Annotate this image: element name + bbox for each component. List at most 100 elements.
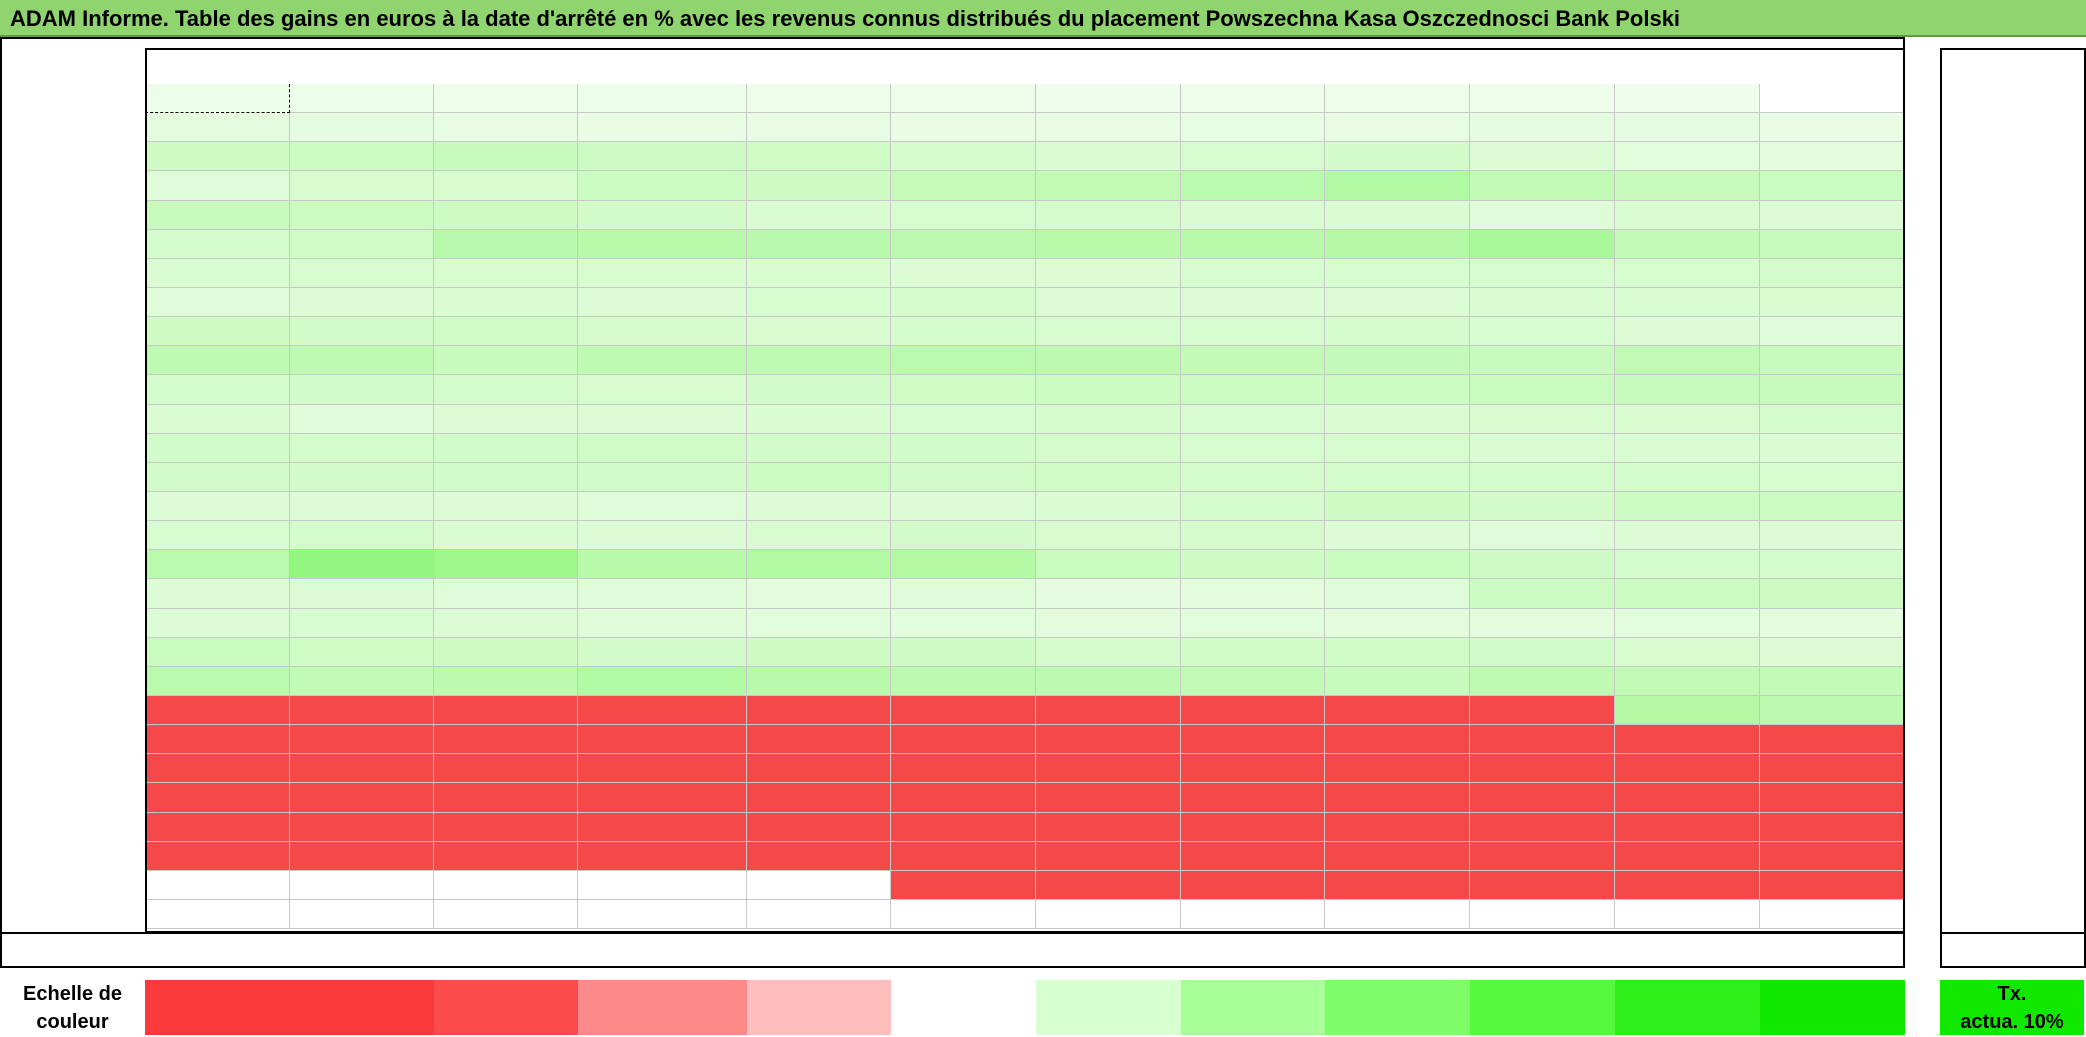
table-cell <box>434 463 578 492</box>
table-cell <box>1760 842 1905 871</box>
table-cell <box>1181 375 1325 405</box>
table-cell <box>1325 638 1470 667</box>
table-cell <box>434 201 578 230</box>
table-cell <box>1615 84 1760 113</box>
table-cell <box>1470 492 1615 521</box>
scale-rate-line: actua. 10% <box>1960 1010 2064 1033</box>
table-cell <box>1036 230 1181 259</box>
table-cell <box>578 754 747 783</box>
table-cell <box>1036 84 1181 113</box>
table-cell <box>578 142 747 171</box>
table-cell <box>891 171 1036 201</box>
row-rate <box>1940 288 2084 317</box>
table-cell <box>290 842 434 871</box>
table-cell <box>1181 142 1325 171</box>
year-label <box>0 521 145 550</box>
table-cell <box>434 783 578 813</box>
table-cell <box>1325 696 1470 725</box>
table-cell <box>1470 842 1615 871</box>
table-cell <box>1615 609 1760 638</box>
year-label <box>0 842 145 871</box>
table-cell <box>290 230 434 259</box>
table-cell <box>1470 638 1615 667</box>
table-cell <box>290 550 434 579</box>
table-cell <box>1036 288 1181 317</box>
table-cell <box>891 667 1036 696</box>
table-cell <box>1760 521 1905 550</box>
table-cell <box>747 405 891 434</box>
table-cell <box>891 346 1036 375</box>
table-cell <box>290 521 434 550</box>
table-cell <box>1615 754 1760 783</box>
table-cell <box>290 754 434 783</box>
table-cell <box>578 667 747 696</box>
year-label <box>0 201 145 230</box>
table-cell <box>434 434 578 463</box>
year-label <box>0 317 145 346</box>
table-cell <box>1615 550 1760 579</box>
row-rate <box>1940 259 2084 288</box>
table-cell <box>434 579 578 609</box>
table-cell <box>434 492 578 521</box>
table-cell <box>1470 84 1615 113</box>
table-cell <box>145 492 290 521</box>
table-cell <box>578 492 747 521</box>
year-label <box>0 113 145 142</box>
table-cell <box>290 725 434 754</box>
table-cell <box>1615 201 1760 230</box>
table-cell <box>891 725 1036 754</box>
table-cell <box>747 317 891 346</box>
table-cell <box>747 201 891 230</box>
table-cell <box>145 259 290 288</box>
row-rate <box>1940 667 2084 696</box>
table-cell <box>1325 842 1470 871</box>
table-cell <box>578 521 747 550</box>
year-label <box>0 900 145 929</box>
table-cell <box>145 113 290 142</box>
year-label <box>0 142 145 171</box>
table-cell <box>891 434 1036 463</box>
table-cell <box>145 142 290 171</box>
scale-swatch <box>578 980 747 1035</box>
table-cell <box>1470 142 1615 171</box>
year-label <box>0 550 145 579</box>
table-cell <box>145 871 290 900</box>
table-cell <box>1181 638 1325 667</box>
table-cell <box>1181 405 1325 434</box>
table-cell <box>1470 725 1615 754</box>
row-rate <box>1940 900 2084 929</box>
table-cell <box>891 754 1036 783</box>
row-rate <box>1940 434 2084 463</box>
table-cell <box>434 842 578 871</box>
table-cell <box>1036 842 1181 871</box>
row-rate <box>1940 521 2084 550</box>
table-cell <box>1325 434 1470 463</box>
table-cell <box>1615 783 1760 813</box>
table-cell <box>434 550 578 579</box>
year-label <box>0 259 145 288</box>
table-cell <box>1760 142 1905 171</box>
table-cell <box>290 871 434 900</box>
table-cell <box>1325 871 1470 900</box>
table-cell <box>434 317 578 346</box>
table-cell <box>434 609 578 638</box>
table-cell <box>1325 171 1470 201</box>
month-header <box>747 50 891 83</box>
table-cell <box>891 259 1036 288</box>
table-cell <box>1181 667 1325 696</box>
table-cell <box>891 842 1036 871</box>
table-cell <box>290 288 434 317</box>
table-cell <box>434 142 578 171</box>
table-cell <box>1470 609 1615 638</box>
table-cell <box>1325 900 1470 929</box>
table-cell <box>1036 696 1181 725</box>
table-cell <box>145 463 290 492</box>
table-cell <box>1036 142 1181 171</box>
table-cell <box>747 521 891 550</box>
table-cell <box>1036 492 1181 521</box>
table-cell <box>1760 550 1905 579</box>
table-cell <box>747 463 891 492</box>
table-cell <box>145 346 290 375</box>
month-header <box>1325 50 1470 83</box>
row-rate <box>1940 842 2084 871</box>
